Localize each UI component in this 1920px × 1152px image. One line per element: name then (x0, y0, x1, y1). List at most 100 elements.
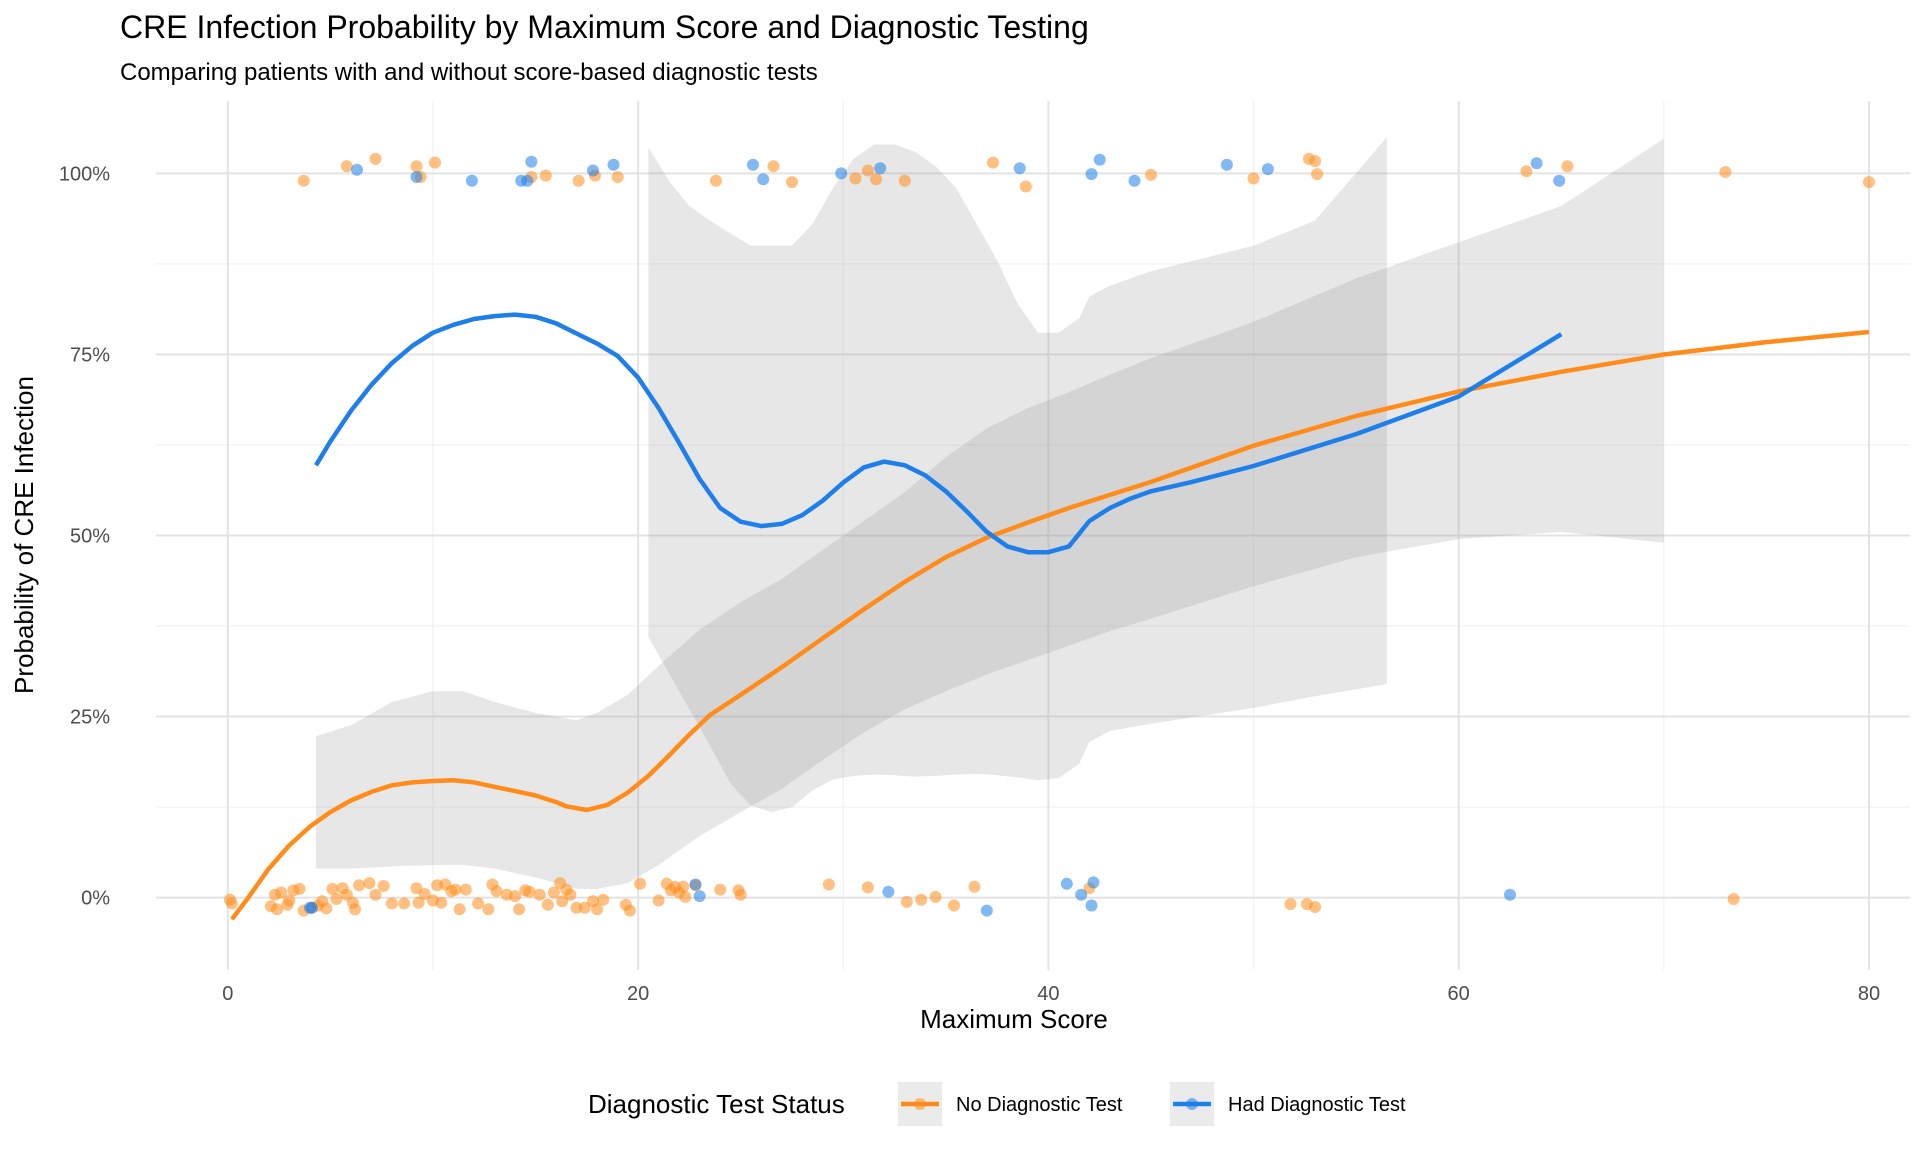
data-point-had-test (1553, 174, 1566, 187)
data-point-no-test (429, 156, 441, 169)
data-point-no-test (541, 898, 554, 911)
data-point-no-test (398, 897, 411, 910)
data-point-no-test (509, 890, 521, 903)
data-point-no-test (591, 903, 604, 916)
data-point-no-test (369, 152, 382, 165)
data-point-had-test (607, 158, 620, 171)
x-tick-label: 0 (222, 983, 233, 1005)
data-point-no-test (1311, 168, 1324, 181)
data-point-had-test (1085, 168, 1098, 181)
data-point-no-test (1309, 155, 1322, 168)
data-point-no-test (283, 894, 296, 907)
data-point-had-test (1261, 163, 1274, 176)
data-point-no-test (353, 879, 366, 892)
data-point-had-test (1085, 899, 1098, 912)
data-point-had-test (747, 158, 759, 171)
x-tick-label: 80 (1858, 983, 1880, 1005)
data-point-no-test (410, 160, 423, 173)
data-point-had-test (525, 155, 538, 168)
data-point-had-test (1087, 876, 1100, 889)
data-point-no-test (915, 893, 928, 906)
data-point-no-test (453, 903, 466, 916)
y-tick-label: 50% (70, 526, 110, 548)
data-point-no-test (578, 901, 591, 914)
data-point-no-test (225, 897, 238, 910)
data-point-no-test (556, 895, 569, 908)
data-point-no-test (271, 903, 283, 916)
data-point-no-test (679, 890, 692, 903)
data-point-no-test (898, 174, 911, 187)
data-point-had-test (305, 901, 318, 914)
data-point-no-test (1309, 901, 1322, 913)
data-point-no-test (1284, 898, 1297, 911)
y-tick-label: 100% (59, 163, 110, 185)
data-point-no-test (513, 903, 526, 916)
data-point-no-test (870, 173, 883, 186)
data-point-no-test (900, 895, 913, 908)
data-point-no-test (767, 160, 780, 173)
data-point-no-test (459, 883, 472, 896)
data-point-had-test (1530, 157, 1543, 170)
x-tick-label: 40 (1037, 983, 1059, 1005)
data-point-no-test (275, 886, 288, 899)
data-point-no-test (539, 169, 552, 182)
data-point-had-test (1504, 888, 1516, 901)
data-point-no-test (320, 902, 333, 915)
confidence-band-had-test (648, 137, 1387, 813)
data-point-had-test (689, 878, 702, 891)
data-point-no-test (385, 897, 398, 910)
data-point-no-test (572, 174, 585, 187)
legend-label-had-test: Had Diagnostic Test (1228, 1094, 1406, 1116)
legend: Diagnostic Test Status No Diagnostic Tes… (588, 1082, 1406, 1126)
data-point-no-test (1727, 893, 1740, 905)
data-point-no-test (326, 882, 339, 895)
data-point-no-test (533, 888, 546, 901)
data-point-no-test (611, 171, 624, 183)
data-point-had-test (410, 171, 423, 183)
data-point-no-test (548, 886, 560, 899)
data-point-no-test (412, 896, 425, 909)
data-point-had-test (1075, 888, 1088, 901)
data-point-no-test (861, 881, 874, 894)
data-point-no-test (597, 893, 610, 906)
data-points (223, 152, 1875, 917)
data-point-had-test (693, 890, 706, 903)
data-point-had-test (1093, 153, 1106, 166)
data-point-no-test (340, 160, 353, 173)
data-point-no-test (482, 903, 495, 916)
axis-ticks: 0 20 40 60 80 0% 25% 50% 75% 100% (59, 163, 1880, 1005)
smooth-line-had-test (314, 312, 1563, 555)
data-point-no-test (1145, 168, 1157, 181)
data-point-no-test (369, 888, 382, 901)
data-point-no-test (652, 894, 665, 907)
data-point-no-test (861, 164, 874, 177)
chart-title: CRE Infection Probability by Maximum Sco… (120, 9, 1089, 45)
data-point-no-test (968, 880, 981, 893)
data-point-no-test (377, 880, 390, 892)
data-point-no-test (449, 883, 462, 896)
data-point-no-test (710, 174, 722, 187)
y-axis-title: Probability of CRE Infection (9, 376, 39, 694)
data-point-no-test (948, 899, 960, 912)
data-point-no-test (330, 893, 343, 905)
data-point-had-test (1220, 158, 1233, 171)
x-tick-label: 60 (1448, 983, 1470, 1005)
smooth-line-no-test (230, 329, 1870, 921)
data-point-no-test (523, 885, 536, 898)
y-tick-label: 75% (70, 344, 110, 366)
data-point-no-test (822, 878, 835, 891)
x-axis-title: Maximum Score (920, 1004, 1108, 1034)
chart-subtitle: Comparing patients with and without scor… (120, 59, 818, 86)
smooth-lines (230, 312, 1870, 921)
data-point-no-test (1561, 160, 1574, 173)
data-point-had-test (351, 163, 363, 176)
data-point-had-test (874, 162, 887, 175)
y-tick-label: 0% (81, 888, 110, 910)
data-point-no-test (293, 882, 306, 895)
confidence-bands (316, 137, 1664, 889)
data-point-no-test (786, 176, 798, 189)
grid (156, 101, 1910, 970)
data-point-had-test (1060, 877, 1073, 890)
data-point-no-test (363, 877, 376, 890)
